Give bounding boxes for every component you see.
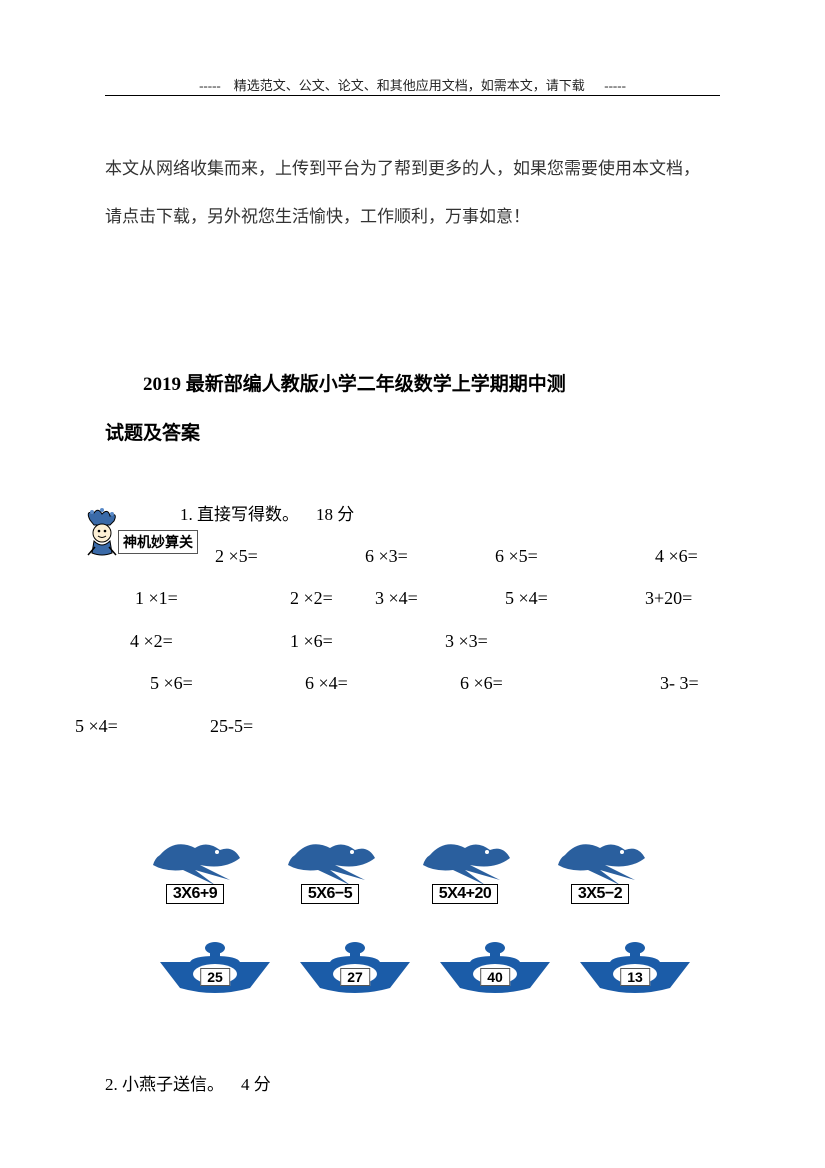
boat-number: 40: [480, 968, 510, 986]
boat-row: 25 27 40 13: [155, 930, 695, 1003]
eq: 3+20=: [645, 587, 692, 610]
intro-paragraph: 本文从网络收集而来，上传到平台为了帮到更多的人，如果您需要使用本文档， 请点击下…: [105, 145, 720, 240]
q1-points: 18 分: [316, 505, 354, 524]
eq: 2 ×5=: [215, 545, 365, 568]
boat-icon: [435, 930, 555, 998]
header-prefix: -----: [199, 78, 221, 93]
header-suffix: -----: [604, 78, 626, 93]
eq-row: 5 ×4= 25-5=: [75, 715, 755, 738]
eq: 4 ×6=: [655, 545, 698, 568]
boat-item: 27: [295, 930, 415, 1003]
eq-row: 1 ×1= 2 ×2= 3 ×4= 5 ×4= 3+20=: [105, 587, 755, 610]
bird-row: 3X6+9 5X6−5 5X4+20 3X5−2: [145, 830, 650, 904]
eq-row: 4 ×2= 1 ×6= 3 ×3=: [105, 630, 755, 653]
eq: 5 ×4=: [505, 587, 645, 610]
header-underline: [105, 95, 720, 96]
eq: 6 ×5=: [495, 545, 655, 568]
swallow-icon: [145, 830, 245, 888]
swallow-icon: [550, 830, 650, 888]
q2-points: 4 分: [241, 1075, 271, 1094]
eq: 1 ×6=: [290, 630, 445, 653]
bird-label: 3X6+9: [166, 884, 224, 904]
boat-item: 13: [575, 930, 695, 1003]
boat-number: 25: [200, 968, 230, 986]
eq: 6 ×3=: [365, 545, 495, 568]
swallow-icon: [415, 830, 515, 888]
boat-icon: [575, 930, 695, 998]
eq: 25-5=: [210, 715, 253, 738]
swallow-icon: [280, 830, 380, 888]
question-1-header: 1. 直接写得数。 18 分: [180, 500, 354, 525]
bird-label: 5X6−5: [301, 884, 359, 904]
eq-row: 2 ×5= 6 ×3= 6 ×5= 4 ×6=: [105, 545, 755, 568]
equation-grid: 2 ×5= 6 ×3= 6 ×5= 4 ×6= 1 ×1= 2 ×2= 3 ×4…: [105, 545, 755, 757]
title-line: 试题及答案: [105, 409, 720, 458]
eq: 3 ×4=: [375, 587, 505, 610]
bird-item: 3X6+9: [145, 830, 245, 904]
boat-item: 25: [155, 930, 275, 1003]
title-line: 2019 最新部编人教版小学二年级数学上学期期中测: [105, 360, 720, 409]
bird-label: 5X4+20: [432, 884, 499, 904]
question-2: 2. 小燕子送信。 4 分: [105, 1070, 271, 1095]
q2-label: 2. 小燕子送信。: [105, 1075, 224, 1094]
eq: 5 ×6=: [150, 672, 305, 695]
eq-row: 5 ×6= 6 ×4= 6 ×6= 3- 3=: [105, 672, 755, 695]
boat-number: 13: [620, 968, 650, 986]
eq: 1 ×1=: [135, 587, 290, 610]
document-title: 2019 最新部编人教版小学二年级数学上学期期中测 试题及答案: [105, 360, 720, 459]
bird-item: 5X4+20: [415, 830, 515, 904]
page-header: ----- 精选范文、公文、论文、和其他应用文档，如需本文，请下载 -----: [105, 75, 720, 100]
intro-line: 本文从网络收集而来，上传到平台为了帮到更多的人，如果您需要使用本文档，: [105, 145, 720, 193]
eq: 5 ×4=: [75, 715, 210, 738]
eq: 3 ×3=: [445, 630, 488, 653]
header-text: 精选范文、公文、论文、和其他应用文档，如需本文，请下载: [234, 78, 585, 93]
boat-item: 40: [435, 930, 555, 1003]
boat-icon: [295, 930, 415, 998]
eq: 3- 3=: [660, 672, 699, 695]
eq: 4 ×2=: [130, 630, 290, 653]
bird-item: 3X5−2: [550, 830, 650, 904]
eq: 6 ×6=: [460, 672, 660, 695]
intro-line: 请点击下载，另外祝您生活愉快，工作顺利，万事如意！: [105, 193, 720, 241]
q1-label: 1. 直接写得数。: [180, 505, 299, 524]
boat-number: 27: [340, 968, 370, 986]
eq: 2 ×2=: [290, 587, 375, 610]
boat-icon: [155, 930, 275, 998]
bird-label: 3X5−2: [571, 884, 629, 904]
bird-item: 5X6−5: [280, 830, 380, 904]
eq: 6 ×4=: [305, 672, 460, 695]
